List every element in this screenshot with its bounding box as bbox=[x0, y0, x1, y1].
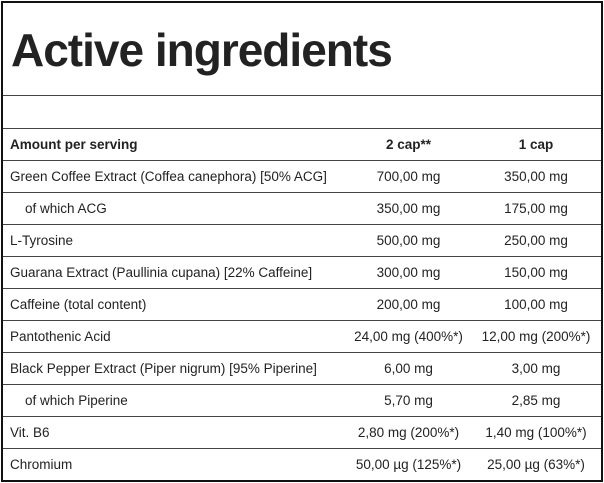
table-row: Guarana Extract (Paullinia cupana) [22% … bbox=[3, 256, 601, 289]
ingredient-name: Green Coffee Extract (Coffea canephora) … bbox=[3, 160, 346, 193]
table-row: of which ACG 350,00 mg 175,00 mg bbox=[3, 192, 601, 225]
amount-cell: 25,00 µg (63%*) bbox=[487, 457, 585, 472]
amount-cell: 350,00 mg bbox=[346, 192, 471, 225]
amount-cell: 5,70 mg bbox=[346, 384, 471, 417]
amount-cell: 2,80 mg (200%*) bbox=[346, 416, 471, 449]
amount-cell: 500,00 mg bbox=[346, 224, 471, 257]
amount-cell: 350,00 mg bbox=[471, 160, 601, 193]
table-row: Black Pepper Extract (Piper nigrum) [95%… bbox=[3, 352, 601, 385]
amount-cell: 250,00 mg bbox=[471, 224, 601, 257]
table-row: Vit. B6 2,80 mg (200%*) 1,40 mg (100%*) bbox=[3, 416, 601, 449]
table-row: Pantothenic Acid 24,00 mg (400%*) 12,00 mg… bbox=[3, 320, 601, 353]
ingredient-name: of which Piperine bbox=[3, 384, 346, 417]
table-row: L-Tyrosine 500,00 mg 250,00 mg bbox=[3, 224, 601, 257]
ingredient-name: L-Tyrosine bbox=[3, 224, 346, 257]
amount-cell: 150,00 mg bbox=[471, 256, 601, 289]
amount-cell: 700,00 mg bbox=[346, 160, 471, 193]
amount-cell: 175,00 mg bbox=[471, 192, 601, 225]
amount-cell: 1,40 mg (100%*) bbox=[471, 416, 601, 449]
amount-cell: 2,85 mg bbox=[471, 384, 601, 417]
column-header: 2 cap** bbox=[346, 129, 471, 161]
table-body: Green Coffee Extract (Coffea canephora) … bbox=[3, 160, 601, 481]
amount-cell: 100,00 mg bbox=[471, 288, 601, 321]
column-header: Amount per serving bbox=[3, 129, 346, 161]
ingredient-name: Black Pepper Extract (Piper nigrum) [95%… bbox=[3, 352, 346, 385]
ingredient-name: Guarana Extract (Paullinia cupana) [22% … bbox=[3, 256, 346, 289]
spacer-row bbox=[3, 96, 601, 129]
amount-cell: 6,00 mg bbox=[346, 352, 471, 385]
header-row: Amount per serving 2 cap** 1 cap bbox=[3, 129, 601, 161]
amount-cell: 12,00 mg (200%*) bbox=[471, 320, 601, 353]
ingredient-name: Pantothenic Acid bbox=[3, 320, 346, 353]
ingredient-name: of which ACG bbox=[3, 192, 346, 225]
column-header: 1 cap bbox=[471, 129, 601, 161]
amount-cell: 24,00 mg (400%*) bbox=[346, 320, 471, 353]
amount-cell: 200,00 mg bbox=[346, 288, 471, 321]
ingredient-name: Vit. B6 bbox=[3, 416, 346, 449]
ingredient-name: Caffeine (total content) bbox=[3, 288, 346, 321]
amount-cell: 300,00 mg bbox=[346, 256, 471, 289]
title: Active ingredients bbox=[3, 3, 601, 96]
table-row: Chromium 50,00 µg (125%*) 25,00 µg (63%*) bbox=[3, 449, 601, 481]
table-row: of which Piperine 5,70 mg 2,85 mg bbox=[3, 384, 601, 417]
amount-cell: 50,00 µg (125%*) bbox=[355, 457, 462, 472]
ingredient-name: Chromium bbox=[10, 457, 73, 472]
table-row: Caffeine (total content) 200,00 mg 100,00 … bbox=[3, 288, 601, 321]
ingredients-table: Amount per serving 2 cap** 1 cap Green Cof… bbox=[3, 129, 601, 480]
amount-cell: 3,00 mg bbox=[471, 352, 601, 385]
table-row: Green Coffee Extract (Coffea canephora) … bbox=[3, 160, 601, 193]
